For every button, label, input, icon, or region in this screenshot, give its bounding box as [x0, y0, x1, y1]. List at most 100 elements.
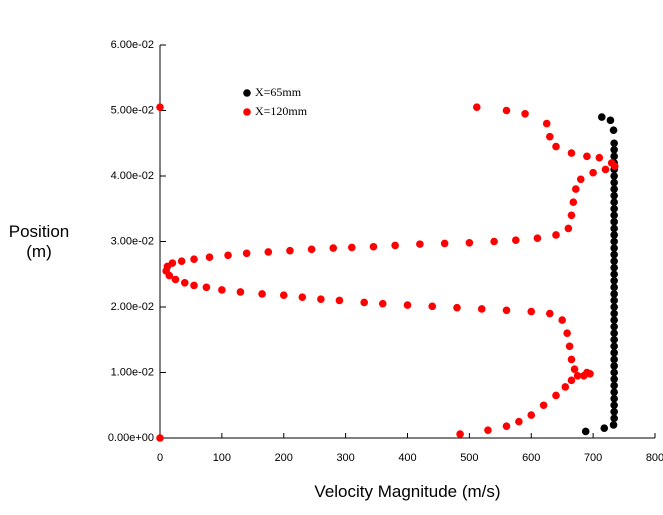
- point: [533, 234, 542, 243]
- point: [567, 355, 576, 364]
- point: [610, 172, 618, 180]
- point: [610, 296, 618, 305]
- point: [581, 427, 590, 436]
- point: [502, 422, 511, 431]
- legend-marker: [243, 89, 251, 97]
- point: [610, 178, 618, 187]
- point: [563, 329, 571, 338]
- point: [567, 149, 576, 157]
- point: [600, 424, 609, 432]
- y-tick-label: 6.00e-02: [111, 39, 154, 51]
- x-tick-label: 700: [584, 452, 602, 464]
- point: [156, 434, 164, 442]
- point: [583, 152, 591, 161]
- point: [236, 288, 245, 296]
- point: [490, 237, 498, 246]
- point: [610, 309, 618, 318]
- point: [502, 106, 511, 115]
- x-axis-label: Velocity Magnitude (m/s): [314, 482, 501, 501]
- point: [610, 257, 618, 265]
- point: [610, 290, 618, 298]
- legend-label: X=120mm: [255, 104, 308, 118]
- point: [569, 198, 578, 206]
- point: [224, 251, 232, 260]
- point: [610, 218, 618, 226]
- point: [610, 414, 618, 423]
- x-tick-label: 200: [275, 452, 293, 464]
- point: [456, 430, 464, 438]
- point: [258, 290, 266, 298]
- point: [348, 243, 356, 252]
- point: [527, 307, 536, 316]
- point: [453, 303, 461, 312]
- point: [329, 244, 338, 252]
- point: [610, 283, 618, 292]
- point: [190, 255, 198, 263]
- point: [286, 246, 294, 255]
- point: [610, 394, 618, 403]
- point: [610, 204, 618, 213]
- point: [610, 231, 618, 239]
- point: [610, 322, 618, 331]
- point: [610, 349, 618, 357]
- point: [360, 298, 368, 307]
- x-tick-label: 800: [646, 452, 663, 464]
- point: [564, 224, 573, 233]
- point: [428, 302, 437, 311]
- y-tick-label: 4.00e-02: [111, 170, 154, 182]
- x-tick-label: 500: [460, 452, 478, 464]
- point: [440, 239, 449, 248]
- x-tick-label: 100: [213, 452, 231, 464]
- y-tick-label: 0.00e+00: [108, 432, 154, 444]
- point: [586, 370, 594, 378]
- point: [190, 281, 198, 290]
- point: [610, 375, 618, 383]
- x-tick-label: 400: [398, 452, 416, 464]
- point: [168, 259, 177, 267]
- point: [610, 237, 618, 246]
- point: [610, 381, 618, 390]
- point: [527, 411, 536, 419]
- point: [610, 408, 618, 416]
- point: [465, 239, 474, 247]
- point: [511, 236, 520, 244]
- point: [610, 139, 618, 148]
- point: [515, 417, 523, 426]
- point: [542, 119, 551, 128]
- point: [567, 211, 576, 220]
- point: [242, 249, 251, 258]
- point: [610, 191, 618, 200]
- point: [576, 175, 585, 184]
- point: [606, 116, 615, 125]
- point: [610, 277, 618, 285]
- legend-label: X=65mm: [255, 85, 302, 99]
- legend-marker: [243, 108, 251, 116]
- point: [610, 250, 618, 259]
- point: [610, 146, 618, 154]
- point: [609, 421, 618, 429]
- point: [610, 368, 618, 377]
- point: [264, 248, 273, 256]
- point: [378, 299, 387, 308]
- point: [552, 142, 560, 151]
- point: [205, 253, 214, 262]
- point: [589, 168, 597, 177]
- y-tick-label: 2.00e-02: [111, 301, 154, 313]
- point: [595, 153, 604, 162]
- point: [610, 270, 618, 279]
- point: [610, 263, 618, 272]
- point: [572, 185, 580, 193]
- point: [552, 391, 560, 400]
- y-tick-label: 5.00e-02: [111, 104, 154, 116]
- point: [610, 355, 618, 364]
- point: [171, 275, 180, 284]
- point: [610, 303, 618, 311]
- point: [565, 342, 574, 351]
- point: [610, 211, 618, 220]
- point: [539, 401, 548, 410]
- x-tick-label: 300: [336, 452, 354, 464]
- x-tick-label: 600: [522, 452, 540, 464]
- point: [279, 291, 288, 300]
- point: [580, 371, 588, 380]
